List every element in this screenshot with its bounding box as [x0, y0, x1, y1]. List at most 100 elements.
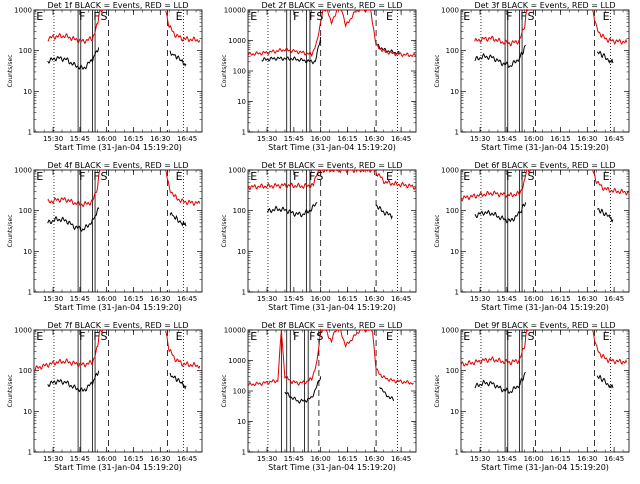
- y-tick-label: 100: [446, 367, 459, 375]
- interval-marker: E: [36, 330, 43, 343]
- y-tick-label: 100: [19, 47, 32, 55]
- lld-series-line: [33, 329, 104, 372]
- y-tick-label: 10: [23, 248, 32, 256]
- interval-marker: F: [93, 10, 99, 23]
- events-series-line: [47, 206, 100, 232]
- x-tick-label: 16:30: [150, 455, 170, 463]
- x-tick-label: 16:30: [150, 295, 170, 303]
- x-tick-label: 16:00: [97, 135, 117, 143]
- interval-marker: F: [309, 330, 315, 343]
- x-axis-label: Start Time (31-Jan-04 15:19:20): [481, 463, 609, 472]
- x-tick-label: 15:45: [70, 135, 90, 143]
- x-tick-label: 15:45: [284, 135, 304, 143]
- lld-series-line: [592, 169, 629, 196]
- panel-title: Det 6f BLACK = Events, RED = LLD: [474, 161, 615, 170]
- panel-title: Det 4f BLACK = Events, RED = LLD: [47, 161, 188, 170]
- y-tick-label: 10000: [224, 327, 246, 335]
- interval-marker: S: [316, 330, 323, 343]
- interval-marker: S: [316, 170, 323, 183]
- x-tick-label: 16:00: [311, 455, 331, 463]
- panel-title: Det 5f BLACK = Events, RED = LLD: [261, 161, 402, 170]
- y-tick-label: 100: [233, 207, 246, 215]
- interval-marker: F: [79, 330, 85, 343]
- x-tick-label: 16:30: [577, 135, 597, 143]
- events-series-line: [284, 376, 322, 404]
- y-tick-label: 1: [455, 289, 459, 297]
- x-tick-label: 15:30: [43, 135, 63, 143]
- events-series-line: [169, 50, 187, 67]
- y-axis-label: Counts/sec: [434, 214, 441, 247]
- x-axis-label: Start Time (31-Jan-04 15:19:20): [54, 463, 182, 472]
- panel-7: Det 7f BLACK = Events, RED = LLD 1 10 100 10…: [7, 321, 203, 472]
- x-tick-label: 16:45: [604, 455, 624, 463]
- events-series-line: [169, 372, 187, 390]
- lld-series-line: [474, 8, 531, 47]
- y-tick-label: 10: [237, 98, 246, 106]
- interval-marker: F: [93, 330, 99, 343]
- interval-marker: E: [176, 10, 183, 23]
- x-tick-label: 15:45: [284, 455, 304, 463]
- interval-marker: F: [506, 170, 512, 183]
- x-tick-label: 16:45: [604, 295, 624, 303]
- y-tick-label: 10: [23, 408, 32, 416]
- plot-frame: [247, 9, 417, 133]
- interval-marker: E: [386, 10, 393, 23]
- x-tick-label: 15:30: [470, 135, 490, 143]
- interval-marker: E: [386, 330, 393, 343]
- y-tick-label: 1000: [441, 327, 459, 335]
- interval-marker: F: [293, 10, 299, 23]
- interval-marker: E: [176, 170, 183, 183]
- y-tick-label: 1000: [228, 167, 246, 175]
- interval-marker: E: [36, 170, 43, 183]
- lld-series-line: [165, 330, 201, 370]
- interval-marker: F: [309, 170, 315, 183]
- events-series-line: [377, 43, 400, 55]
- x-tick-label: 16:15: [123, 455, 143, 463]
- x-tick-label: 16:00: [311, 135, 331, 143]
- interval-marker: F: [79, 10, 85, 23]
- y-tick-label: 1: [28, 129, 32, 137]
- events-series-line: [379, 386, 395, 402]
- y-tick-label: 1000: [441, 167, 459, 175]
- panel-3: Det 3f BLACK = Events, RED = LLD 1 10 100 10…: [434, 1, 630, 152]
- y-tick-label: 10: [450, 248, 459, 256]
- x-tick-label: 15:30: [43, 455, 63, 463]
- panel-title: Det 3f BLACK = Events, RED = LLD: [474, 1, 615, 10]
- interval-marker: S: [528, 10, 535, 23]
- y-axis-label: Counts/sec: [434, 374, 441, 407]
- y-tick-label: 10000: [224, 7, 246, 15]
- events-series-line: [474, 202, 527, 224]
- lld-series-line: [247, 9, 416, 58]
- x-axis-label: Start Time (31-Jan-04 15:19:20): [54, 303, 182, 312]
- y-axis-label: Counts/sec: [7, 54, 14, 87]
- interval-marker: S: [528, 170, 535, 183]
- y-tick-label: 1000: [14, 167, 32, 175]
- y-tick-label: 10: [237, 248, 246, 256]
- x-tick-label: 16:15: [123, 135, 143, 143]
- y-tick-label: 1000: [14, 327, 32, 335]
- x-tick-label: 16:15: [550, 135, 570, 143]
- interval-marker: F: [506, 10, 512, 23]
- x-tick-label: 16:15: [123, 295, 143, 303]
- lld-series-line: [165, 10, 201, 43]
- interval-marker: E: [463, 170, 470, 183]
- interval-marker: S: [316, 10, 323, 23]
- x-tick-label: 16:45: [177, 455, 197, 463]
- x-tick-label: 16:30: [150, 135, 170, 143]
- x-axis-label: Start Time (31-Jan-04 15:19:20): [481, 143, 609, 152]
- plot-frame: [33, 9, 203, 133]
- panel-title: Det 2f BLACK = Events, RED = LLD: [261, 1, 402, 10]
- x-tick-label: 16:30: [364, 135, 384, 143]
- events-series-line: [47, 370, 100, 393]
- y-tick-label: 100: [233, 68, 246, 76]
- x-axis-label: Start Time (31-Jan-04 15:19:20): [268, 143, 396, 152]
- y-tick-label: 100: [233, 388, 246, 396]
- plot-frame: [460, 9, 630, 133]
- events-series-line: [47, 47, 100, 70]
- interval-marker: F: [520, 10, 526, 23]
- plot-frame: [33, 329, 203, 453]
- x-tick-label: 16:45: [391, 455, 411, 463]
- x-tick-label: 16:00: [97, 295, 117, 303]
- x-tick-label: 16:00: [311, 295, 331, 303]
- x-tick-label: 15:30: [470, 295, 490, 303]
